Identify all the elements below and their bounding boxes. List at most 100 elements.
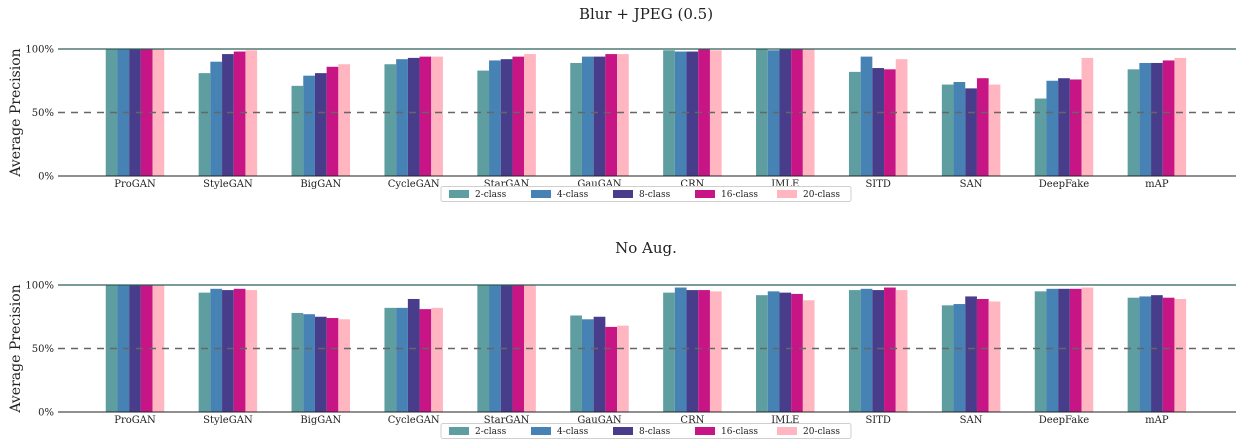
bar-8-class-SAN (965, 296, 977, 412)
bar-16-class-BigGAN (326, 318, 339, 412)
bar-2-class-DeepFake (1034, 291, 1047, 412)
x-tick-label: SAN (960, 179, 983, 190)
bar-16-class-IMLE (791, 49, 803, 176)
x-tick-label: CycleGAN (388, 179, 440, 190)
legend-label: 20-class (803, 427, 840, 437)
bar-8-class-SITD (872, 68, 885, 176)
bar-16-class-StyleGAN (233, 288, 246, 412)
bar-4-class-mAP (1139, 296, 1152, 412)
y-axis-label: Average Precision (8, 284, 24, 413)
x-tick-label: CRN (680, 179, 704, 190)
bar-2-class-mAP (1127, 69, 1140, 176)
bar-2-class-CycleGAN (384, 64, 397, 176)
x-tick-label: StarGAN (484, 415, 530, 426)
x-tick-label: SAN (960, 415, 983, 426)
x-tick-label: SITD (865, 179, 891, 190)
bar-20-class-SITD (895, 290, 908, 412)
x-tick-label: IMLE (771, 415, 799, 426)
legend-swatch-4-class (531, 190, 551, 198)
bar-4-class-GauGAN (581, 56, 594, 177)
bar-16-class-mAP (1162, 297, 1175, 412)
bar-8-class-IMLE (779, 292, 792, 412)
y-tick-label: 50% (32, 108, 54, 119)
bar-4-class-StarGAN (489, 60, 501, 176)
legend-swatch-20-class (777, 190, 797, 198)
bar-8-class-StyleGAN (222, 290, 234, 412)
bar-2-class-BigGAN (291, 85, 304, 176)
bar-20-class-DeepFake (1081, 57, 1094, 176)
legend-swatch-16-class (695, 427, 715, 435)
bar-20-class-IMLE (802, 49, 815, 176)
bar-16-class-SAN (976, 78, 989, 176)
legend-label: 16-class (721, 427, 758, 437)
bar-8-class-BigGAN (314, 73, 327, 176)
bar-8-class-mAP (1151, 295, 1163, 412)
bar-16-class-DeepFake (1069, 79, 1082, 176)
bar-16-class-CycleGAN (419, 309, 432, 412)
bar-2-class-DeepFake (1034, 98, 1047, 176)
bar-20-class-SAN (988, 301, 1001, 412)
bar-20-class-BigGAN (338, 64, 351, 176)
legend: 2-class 4-class 8-class 16-class 20-class (440, 186, 852, 202)
bar-20-class-mAP (1174, 57, 1187, 176)
bar-20-class-mAP (1174, 298, 1187, 412)
bar-16-class-GauGAN (605, 326, 618, 412)
bar-4-class-StyleGAN (210, 288, 223, 412)
bar-8-class-DeepFake (1058, 78, 1070, 176)
legend-label: 8-class (639, 427, 671, 437)
x-tick-label: StarGAN (484, 179, 530, 190)
x-tick-label: mAP (1145, 415, 1169, 426)
bar-4-class-IMLE (767, 291, 780, 412)
y-tick-label: 50% (32, 344, 54, 355)
chart-title: No Aug. (615, 239, 677, 257)
legend: 2-class 4-class 8-class 16-class 20-class (440, 423, 852, 439)
bar-16-class-CRN (698, 290, 710, 412)
bar-16-class-CycleGAN (419, 56, 432, 177)
x-tick-label: BigGAN (300, 179, 341, 190)
bar-8-class-CycleGAN (407, 298, 420, 412)
x-tick-label: DeepFake (1039, 415, 1090, 426)
y-tick-label: 100% (25, 45, 54, 56)
x-tick-label: StyleGAN (203, 415, 253, 426)
bar-16-class-SITD (884, 287, 896, 412)
bar-4-class-BigGAN (303, 75, 315, 176)
legend-swatch-2-class (449, 427, 469, 435)
legend-label: 20-class (803, 190, 840, 200)
bar-4-class-SITD (860, 288, 873, 412)
x-tick-label: GauGAN (577, 415, 622, 426)
bar-20-class-ProGAN (152, 49, 165, 176)
bar-20-class-IMLE (802, 300, 815, 412)
x-tick-label: ProGAN (114, 179, 156, 190)
legend-label: 4-class (557, 427, 589, 437)
legend-swatch-8-class (613, 427, 633, 435)
bar-8-class-mAP (1151, 62, 1163, 176)
x-tick-label: mAP (1145, 179, 1169, 190)
bar-8-class-CycleGAN (407, 57, 420, 176)
x-tick-label: SITD (865, 415, 891, 426)
bar-2-class-StyleGAN (198, 292, 211, 412)
bar-8-class-DeepFake (1058, 288, 1070, 412)
bar-4-class-SITD (860, 56, 873, 177)
bar-20-class-StyleGAN (245, 50, 258, 176)
bar-16-class-SAN (976, 298, 989, 412)
bar-20-class-BigGAN (338, 319, 351, 412)
legend-swatch-8-class (613, 190, 633, 198)
x-tick-label: BigGAN (300, 415, 341, 426)
bar-8-class-GauGAN (593, 316, 606, 412)
bar-8-class-ProGAN (129, 285, 141, 412)
bar-8-class-IMLE (779, 49, 792, 176)
bar-20-class-CycleGAN (431, 307, 443, 412)
x-tick-label: CRN (680, 415, 704, 426)
bar-2-class-GauGAN (570, 62, 582, 176)
bar-2-class-StyleGAN (198, 73, 211, 176)
chart-panel-1: Blur + JPEG (0.5) Average Precision 0% 50% 1… (8, 5, 1236, 202)
bar-20-class-ProGAN (152, 285, 165, 412)
bar-2-class-StarGAN (477, 285, 490, 412)
x-tick-label: ProGAN (114, 415, 156, 426)
bar-20-class-CRN (709, 50, 722, 176)
bar-4-class-DeepFake (1046, 80, 1059, 176)
bar-2-class-SAN (941, 84, 954, 176)
bar-8-class-CRN (686, 51, 699, 176)
chart-title: Blur + JPEG (0.5) (579, 5, 713, 23)
x-tick-label: IMLE (771, 179, 799, 190)
